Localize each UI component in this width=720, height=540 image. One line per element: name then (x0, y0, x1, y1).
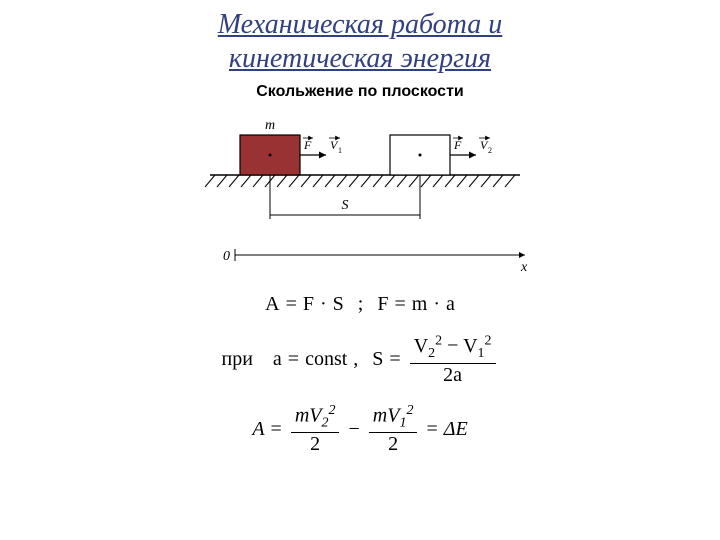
title-line-1: Механическая работа и (218, 9, 502, 40)
sym-const: const (305, 348, 347, 371)
sym-A: A (265, 293, 279, 316)
sym-eq2: = (426, 418, 437, 441)
frac-num: V22 − V12 (410, 334, 496, 361)
frac-den: 2a (439, 365, 466, 386)
fraction-t2: mV12 2 (369, 404, 418, 455)
sym-a: a (446, 293, 455, 316)
t2-num: mV12 (369, 404, 418, 431)
sym-eq2: = (389, 348, 400, 371)
sym-S: S (333, 293, 344, 316)
sym-comma: , (353, 348, 358, 371)
page-title: Механическая работа и кинетическая энерг… (40, 8, 680, 75)
sym-eq2: = (394, 293, 405, 316)
sym-dot2: · (433, 293, 440, 316)
svg-text:x: x (520, 260, 528, 275)
t1-num: mV22 (291, 404, 340, 431)
sym-eq: = (288, 348, 299, 371)
svg-text:m: m (265, 118, 275, 133)
diagram-container: mFV1FV2S0x (0, 105, 720, 275)
t1-den: 2 (306, 434, 324, 455)
formulas: A = F · S ; F = m · a при a = const , S … (0, 293, 720, 455)
sym-minus: − (348, 418, 359, 441)
sym-m: m (412, 293, 428, 316)
sym-F: F (303, 293, 314, 316)
subtitle: Скольжение по плоскости (0, 83, 720, 101)
sym-S: S (372, 348, 383, 371)
svg-text:S: S (342, 198, 349, 213)
sym-dot: · (320, 293, 327, 316)
txt-pri: при (221, 348, 252, 371)
title-line-2: кинетическая энергия (229, 43, 491, 74)
sym-a: a (273, 348, 282, 371)
fraction-t1: mV22 2 (291, 404, 340, 455)
svg-text:F: F (303, 138, 312, 152)
formula-work: A = F · S ; F = m · a (265, 293, 455, 316)
formula-displacement: при a = const , S = V22 − V12 2a (221, 334, 498, 385)
t2-den: 2 (384, 434, 402, 455)
fraction-s: V22 − V12 2a (410, 334, 496, 385)
sym-sep: ; (358, 293, 364, 316)
sym-eq: = (271, 418, 282, 441)
slide: Механическая работа и кинетическая энерг… (0, 0, 720, 540)
V1sq: V12 (463, 335, 491, 357)
minus: − (447, 335, 458, 357)
svg-text:F: F (453, 138, 462, 152)
sliding-diagram: mFV1FV2S0x (180, 105, 540, 275)
sym-eq: = (286, 293, 297, 316)
svg-text:2: 2 (488, 146, 492, 155)
svg-text:1: 1 (338, 146, 342, 155)
svg-text:0: 0 (223, 249, 230, 264)
sym-dE: ΔE (444, 418, 468, 441)
formula-energy: A = mV22 2 − mV12 2 = ΔE (252, 404, 467, 455)
sym-F2: F (377, 293, 388, 316)
V2sq: V22 (414, 335, 442, 357)
sym-A: A (252, 418, 264, 441)
